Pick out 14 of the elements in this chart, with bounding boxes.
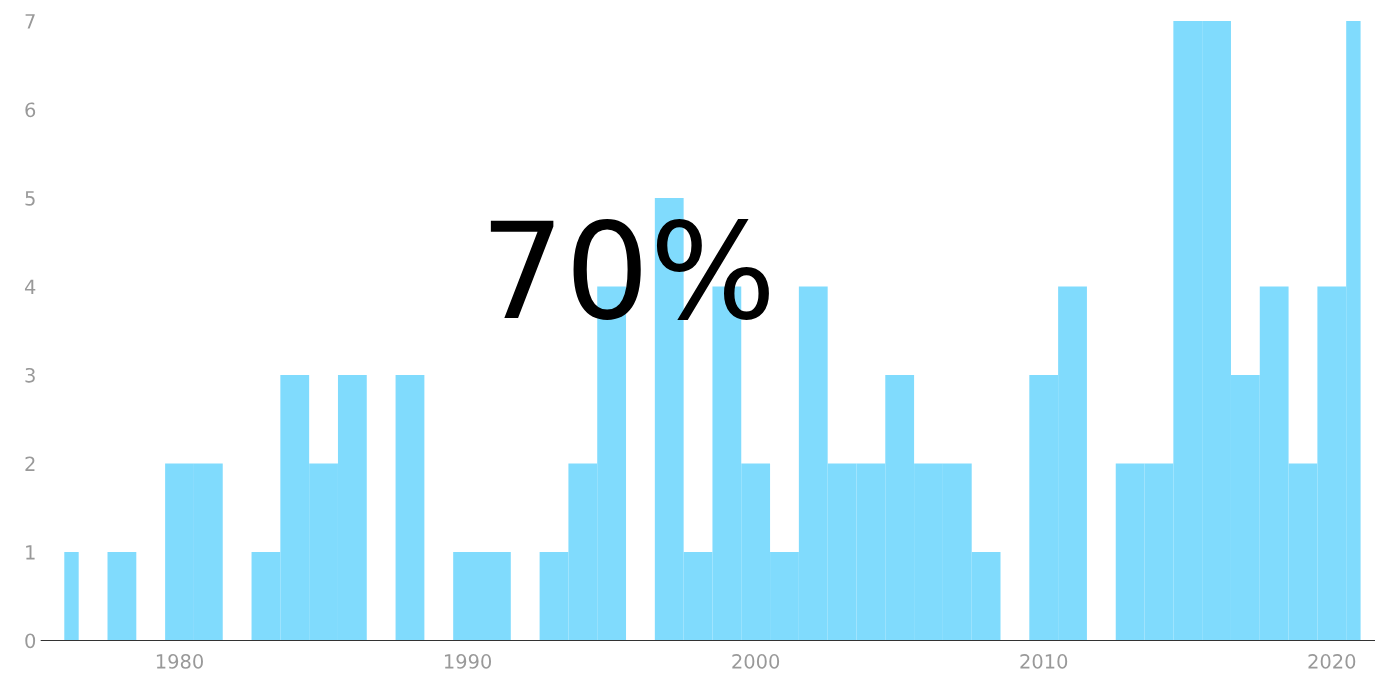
y-tick-label: 6	[25, 102, 36, 118]
x-tick-label: 2010	[1020, 654, 1068, 669]
annotation: 70%	[490, 219, 769, 320]
y-tick-label: 0	[25, 633, 36, 649]
y-tick-label: 3	[25, 367, 35, 383]
x-tick-label: 2020	[1308, 654, 1356, 669]
y-tick-label: 4	[24, 279, 36, 294]
y-tick-label: 7	[25, 14, 35, 29]
x-tick-label: 2000	[732, 654, 780, 669]
x-tick-label: 1990	[444, 654, 492, 669]
y-tick-label: 5	[25, 191, 35, 206]
y-tick-label: 2	[25, 456, 35, 471]
y-tick-label: 1	[26, 545, 35, 560]
x-tick-label: 1980	[156, 654, 203, 669]
